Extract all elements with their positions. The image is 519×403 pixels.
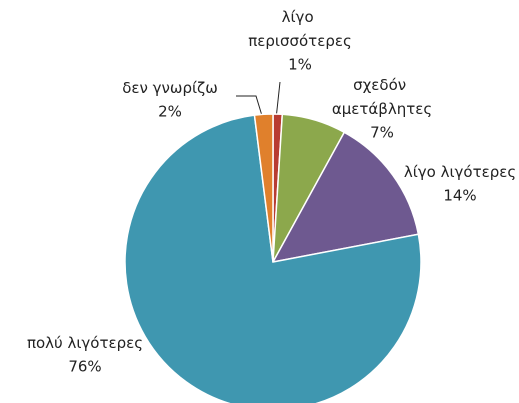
leader-line	[275, 81, 281, 120]
slice-label: λίγο περισσότερες	[248, 8, 352, 50]
slice-value-label: 7%	[370, 124, 394, 142]
slice-label: λίγο λιγότερες	[404, 163, 516, 181]
pie-slice	[271, 131, 420, 264]
pie-slice	[124, 114, 422, 403]
slice-value-label: 76%	[68, 358, 101, 376]
pie-slice	[253, 113, 274, 263]
slice-label: σχεδόν αμετάβλητες	[332, 76, 432, 118]
slice-label: πολύ λιγότερες	[27, 334, 143, 352]
slice-label: δεν γνωρίζω	[122, 79, 218, 97]
slice-value-label: 1%	[288, 56, 312, 74]
slice-value-label: 14%	[443, 187, 476, 205]
slice-value-label: 2%	[158, 103, 182, 121]
leader-line	[236, 95, 264, 120]
